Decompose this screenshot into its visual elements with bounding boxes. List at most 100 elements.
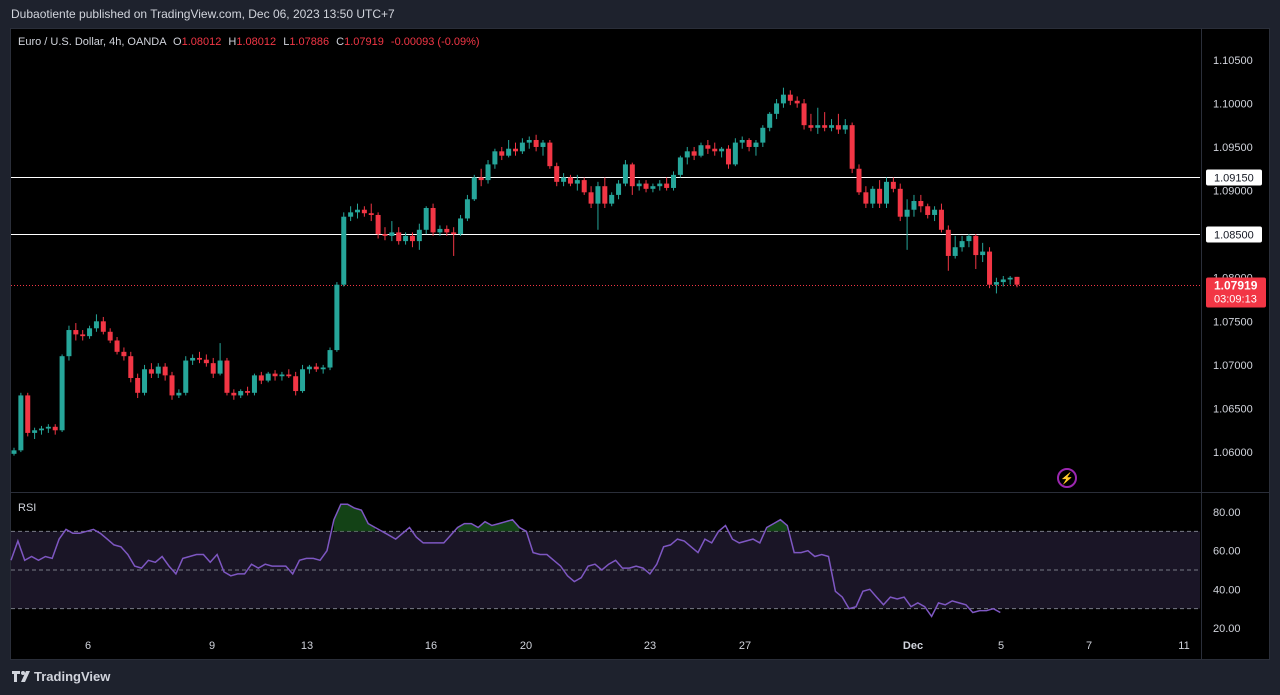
candle-body [169,375,175,396]
candle-body [59,356,65,431]
candle-body [458,218,464,235]
candle-body [808,125,814,128]
candle-body [18,395,24,451]
candle-body [231,392,237,396]
candle-body [251,375,257,393]
candle-body [471,177,477,200]
candle-body [671,174,677,188]
candle-body [355,209,360,213]
candle-body [932,209,938,215]
rsi-tick-label: 60.00 [1213,546,1241,558]
candle-body [629,164,635,187]
tradingview-logo[interactable]: TradingView [12,669,110,684]
low-label: L [283,36,290,48]
candle-body [196,357,202,360]
candle-body [348,212,354,217]
candle-body [698,145,704,156]
candle-body [890,181,896,189]
candle-body [217,360,223,374]
time-tick-label: 11 [1178,640,1189,652]
close-value: 1.07919 [344,36,384,48]
change-value: -0.00093 (-0.09%) [390,36,480,48]
candle-body [904,209,910,217]
candle-body [142,369,148,393]
candle-body [616,183,622,195]
candle-body [245,391,251,393]
candle-body [519,142,525,152]
candle-body [691,151,697,156]
candle-body [849,125,855,169]
price-tick-label: 1.09000 [1213,186,1253,198]
candle-body [341,216,347,285]
candle-body [636,183,642,187]
price-tick-label: 1.09500 [1213,142,1253,154]
current-price-label: 1.07919 [1214,279,1258,293]
candle-body [203,359,209,364]
lightning-icon[interactable]: ⚡ [1057,468,1077,488]
level-tag-label: 1.09150 [1214,173,1254,185]
symbol-label[interactable]: Euro / U.S. Dollar, 4h, OANDA [18,36,166,48]
candle-body [210,363,216,374]
candle-body [877,188,883,204]
close-label: C [336,36,345,48]
candle-body [11,450,17,454]
open-label: O [173,36,182,48]
time-tick-label: 20 [520,640,532,652]
candle-body [746,139,752,147]
candle-body [107,331,113,341]
candle-body [540,142,546,147]
time-tick-label: 27 [739,640,751,652]
candle-body [945,229,951,256]
candle-body [959,241,965,248]
candle-body [135,377,141,393]
candle-body [712,148,718,152]
ohlc-legend: Euro / U.S. Dollar, 4h, OANDA O1.08012 H… [18,36,480,48]
candle-body [774,103,780,114]
candle-body [643,183,649,189]
candle-body [258,375,264,381]
price-tick-label: 1.10500 [1213,55,1253,67]
candle-body [725,148,731,165]
rsi-tick-label: 40.00 [1213,584,1241,596]
candle-body [822,125,828,128]
candle-body [842,125,848,130]
candle-body [121,351,127,357]
candle-body [897,188,903,217]
candle-body [265,373,271,381]
candle-body [499,151,505,156]
candle-body [650,186,656,189]
open-value: 1.08012 [181,36,222,48]
candle-body [444,228,450,233]
candle-body [993,282,999,285]
candle-body [224,360,230,393]
high-value: 1.08012 [236,36,277,48]
candle-body [753,142,759,147]
candle-body [787,94,793,101]
candle-body [980,251,986,256]
candle-body [609,194,615,204]
price-tick-label: 1.06000 [1213,447,1253,459]
published-caption: Dubaotiente published on TradingView.com… [11,7,395,21]
candle-body [485,164,491,181]
candle-body [574,180,580,184]
rsi-overbought-fill [333,504,376,532]
candle-body [45,426,51,429]
candle-body [561,177,567,182]
candle-body [938,209,944,230]
countdown-label: 03:09:13 [1214,294,1257,306]
candle-body [911,201,917,210]
candle-body [863,192,869,204]
candle-body [416,229,422,242]
candle-body [664,183,670,188]
candle-body [732,142,738,165]
candle-body [451,232,457,235]
time-tick-label: 5 [998,640,1004,652]
candle-body [973,235,979,256]
candle-body [286,374,292,377]
time-tick-label: 9 [209,640,215,652]
candle-body [870,188,876,204]
candle-body [815,125,821,128]
candle-body [238,391,244,396]
candle-body [526,139,532,143]
